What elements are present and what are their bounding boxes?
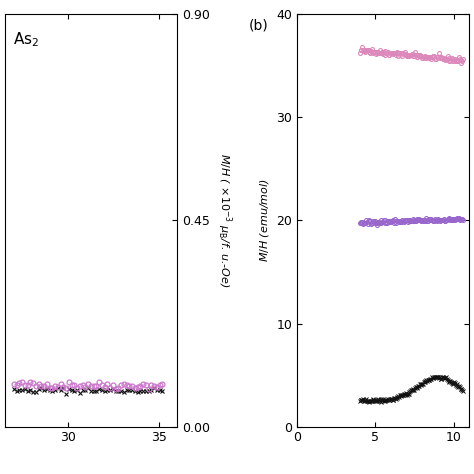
Y-axis label: $M/H$ ( $\times$$10^{-3}$ $\mu_{\rm B}$/f. u.-Oe): $M/H$ ( $\times$$10^{-3}$ $\mu_{\rm B}$/… [215, 153, 234, 288]
Text: (b): (b) [249, 18, 269, 32]
Text: As$_2$: As$_2$ [13, 31, 39, 49]
Y-axis label: $M/H$ (emu/mol): $M/H$ (emu/mol) [258, 179, 271, 262]
